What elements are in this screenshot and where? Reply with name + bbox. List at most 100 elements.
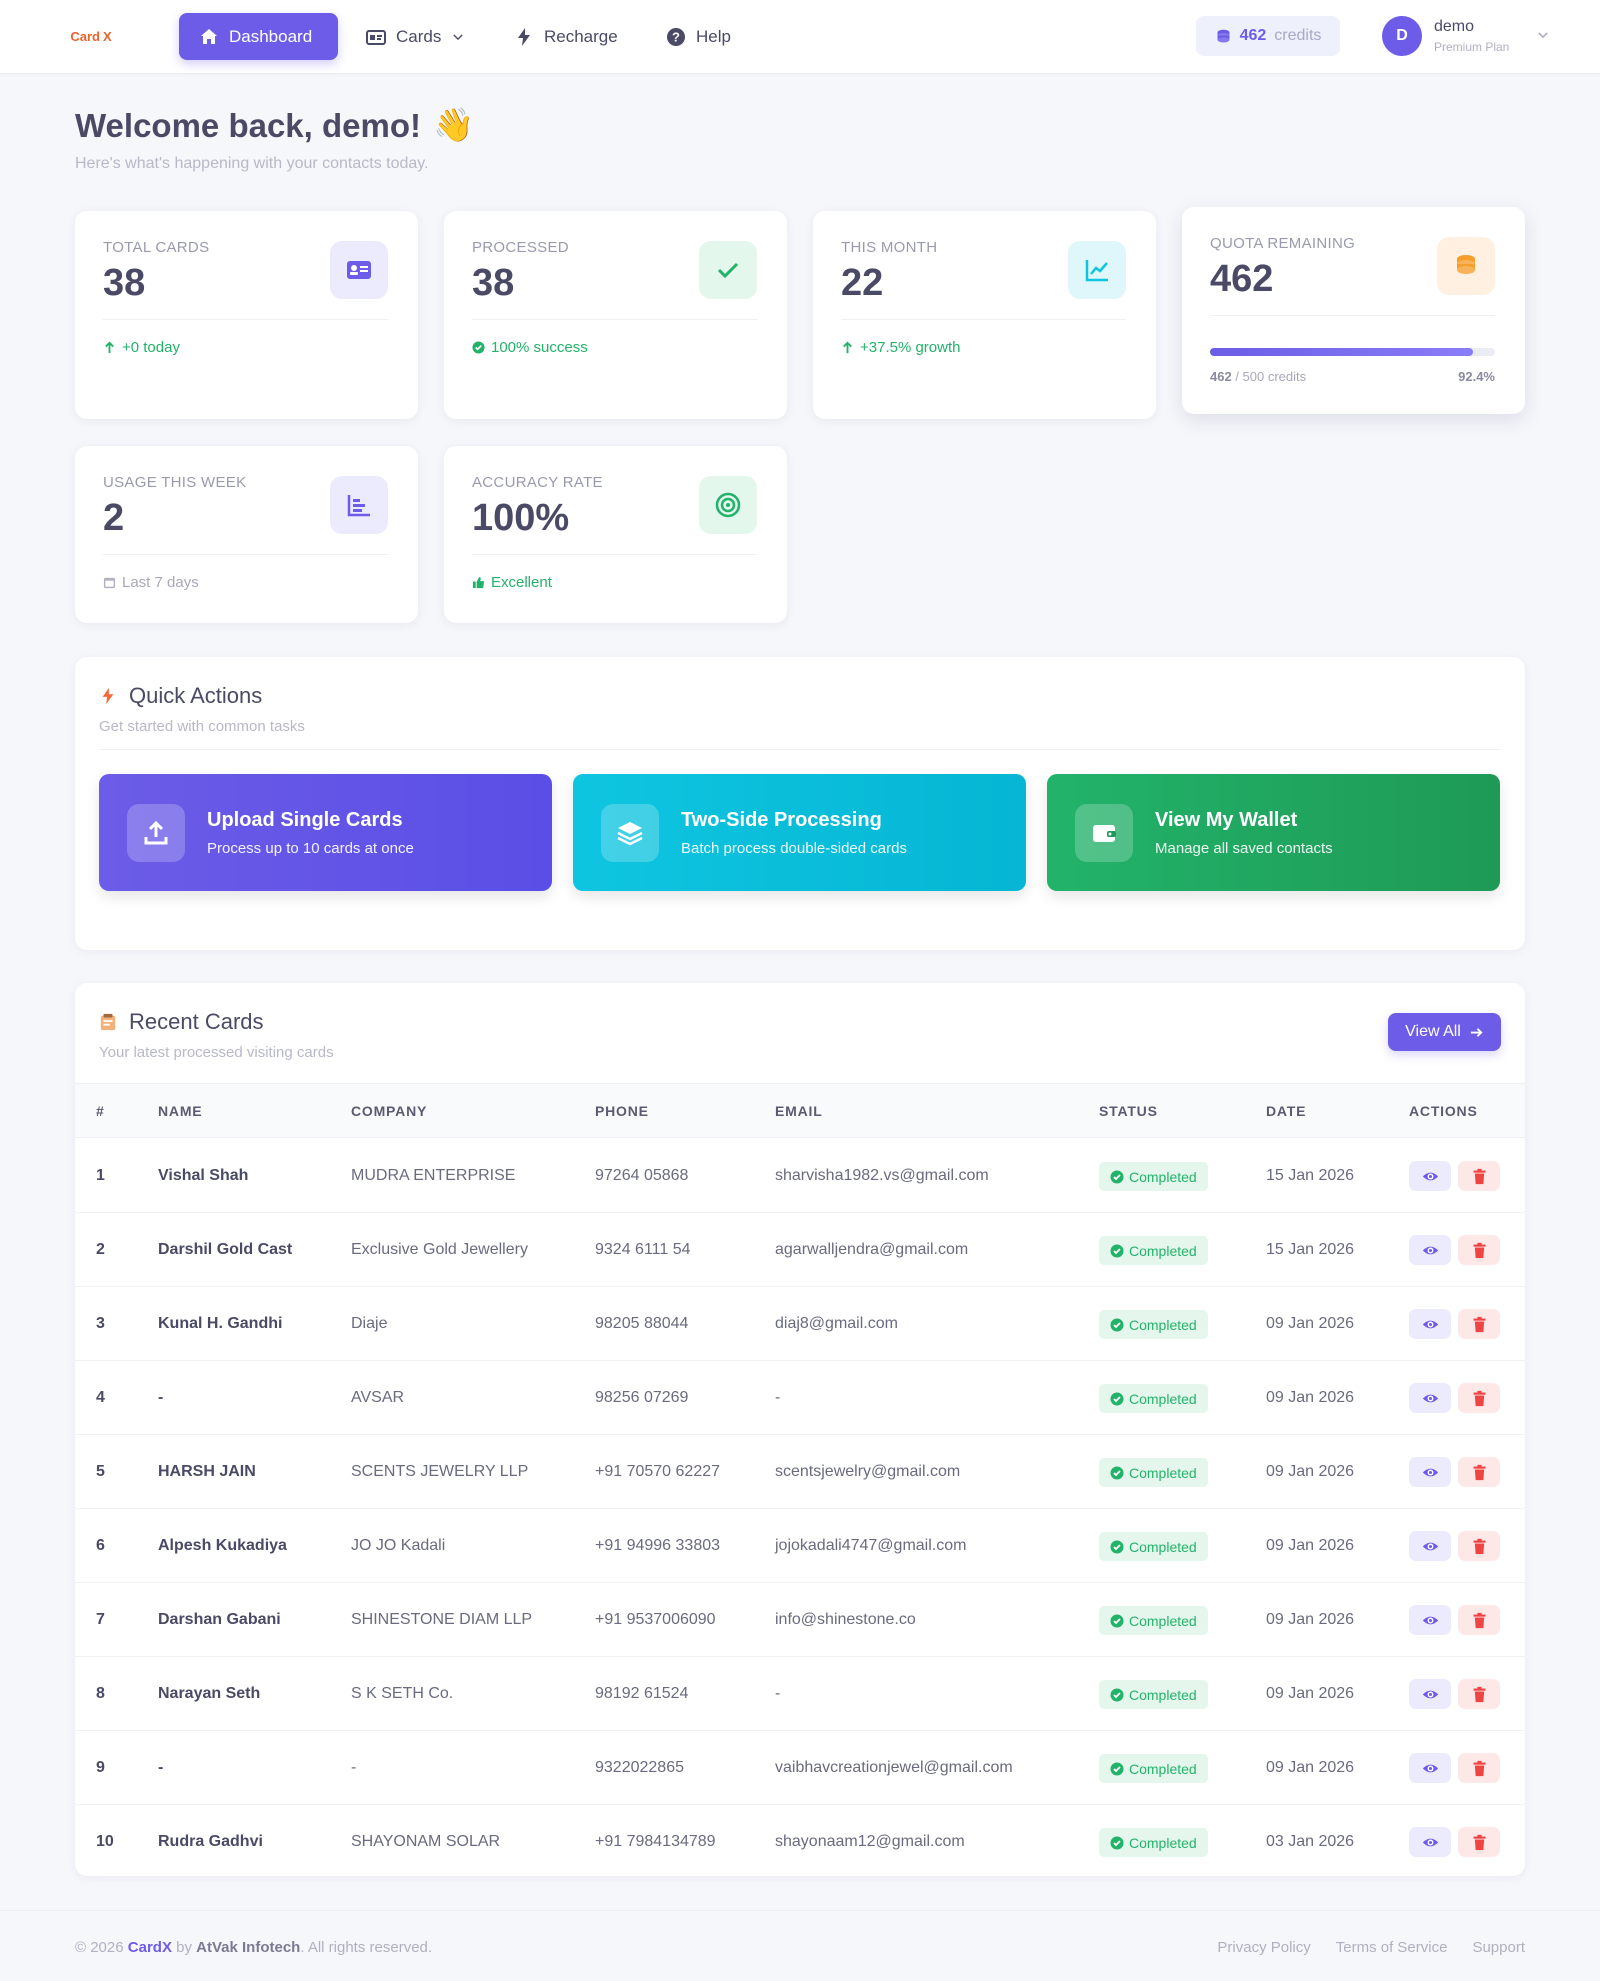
col-header[interactable]: DATE bbox=[1266, 1103, 1307, 1119]
footer-links: Privacy Policy Terms of Service Support bbox=[1217, 1939, 1525, 1956]
table-row[interactable]: 1 Vishal Shah MUDRA ENTERPRISE 97264 05868 s… bbox=[75, 1139, 1525, 1213]
contact-email: info@shinestone.co bbox=[775, 1611, 916, 1628]
table-row[interactable]: 7 Darshan Gabani SHINESTONE DIAM LLP +91 95… bbox=[75, 1583, 1525, 1657]
stat-foot-text: Excellent bbox=[491, 574, 552, 591]
user-name[interactable]: demo bbox=[1434, 18, 1475, 35]
coins-icon bbox=[1217, 29, 1230, 42]
table-row[interactable]: 10 Rudra Gadhvi SHAYONAM SOLAR +91 79841347… bbox=[75, 1805, 1525, 1876]
id-card-icon bbox=[366, 29, 386, 45]
table-row[interactable]: 4 - AVSAR 98256 07269 - 09 Jan 2026 Completed bbox=[75, 1361, 1525, 1435]
contact-company: Exclusive Gold Jewellery bbox=[351, 1241, 528, 1258]
table-row[interactable]: 2 Darshil Gold Cast Exclusive Gold Jewelle… bbox=[75, 1213, 1525, 1287]
divider bbox=[1210, 315, 1495, 316]
status-text: Completed bbox=[1129, 1168, 1197, 1185]
view-button[interactable] bbox=[1409, 1457, 1451, 1487]
view-button[interactable] bbox=[1409, 1235, 1451, 1265]
divider bbox=[472, 554, 757, 555]
nav-cards[interactable]: Cards bbox=[346, 13, 485, 60]
delete-button[interactable] bbox=[1458, 1827, 1500, 1857]
table-row[interactable]: 9 - - 9322022865 vaibhavcreationjewel@gmail.… bbox=[75, 1731, 1525, 1805]
view-button[interactable] bbox=[1409, 1383, 1451, 1413]
delete-button[interactable] bbox=[1458, 1161, 1500, 1191]
contact-email: agarwalljendra@gmail.com bbox=[775, 1241, 969, 1258]
footer-company[interactable]: AtVak Infotech bbox=[196, 1939, 301, 1956]
view-button[interactable] bbox=[1409, 1309, 1451, 1339]
delete-button[interactable] bbox=[1458, 1457, 1500, 1487]
view-button[interactable] bbox=[1409, 1827, 1451, 1857]
check-circle-icon bbox=[1110, 1244, 1124, 1257]
check-double-icon bbox=[699, 241, 757, 299]
wave-emoji: 👋 bbox=[433, 106, 475, 143]
qa-desc: Batch process double-sided cards bbox=[681, 839, 907, 857]
upload-single-cards-button[interactable]: Upload Single Cards Process up to 10 card… bbox=[99, 774, 552, 891]
privacy-policy-link[interactable]: Privacy Policy bbox=[1217, 1939, 1311, 1956]
view-button[interactable] bbox=[1409, 1753, 1451, 1783]
contact-name: Darshil Gold Cast bbox=[158, 1241, 293, 1258]
nav-help[interactable]: ? Help bbox=[646, 13, 751, 60]
contact-date: 09 Jan 2026 bbox=[1266, 1463, 1355, 1480]
help-icon: ? bbox=[667, 27, 685, 46]
stat-foot: +37.5% growth bbox=[841, 339, 960, 356]
col-header[interactable]: STATUS bbox=[1099, 1103, 1158, 1119]
divider bbox=[103, 554, 388, 555]
bar-chart-icon bbox=[330, 476, 388, 534]
thumbs-up-icon bbox=[472, 576, 485, 589]
check-circle-icon bbox=[1110, 1392, 1124, 1405]
chevron-down-icon[interactable] bbox=[1536, 28, 1550, 42]
stat-label: USAGE THIS WEEK bbox=[103, 474, 247, 491]
view-button[interactable] bbox=[1409, 1531, 1451, 1561]
nav-recharge[interactable]: Recharge bbox=[494, 13, 638, 60]
upload-icon bbox=[127, 803, 185, 862]
avatar[interactable]: D bbox=[1382, 16, 1422, 56]
footer-brand[interactable]: CardX bbox=[127, 1939, 172, 1956]
contact-email: scentsjewelry@gmail.com bbox=[775, 1463, 961, 1480]
support-link[interactable]: Support bbox=[1472, 1939, 1525, 1956]
col-header[interactable]: EMAIL bbox=[775, 1103, 823, 1119]
terms-of-service-link[interactable]: Terms of Service bbox=[1335, 1939, 1448, 1956]
delete-button[interactable] bbox=[1458, 1679, 1500, 1709]
trash-icon bbox=[1473, 1538, 1485, 1554]
delete-button[interactable] bbox=[1458, 1383, 1500, 1413]
stat-label: QUOTA REMAINING bbox=[1210, 235, 1356, 252]
stat-value: 38 bbox=[472, 262, 515, 304]
status-badge: Completed bbox=[1099, 1754, 1208, 1783]
col-header[interactable]: PHONE bbox=[595, 1103, 649, 1119]
contact-email: sharvisha1982.vs@gmail.com bbox=[775, 1167, 989, 1184]
view-button[interactable] bbox=[1409, 1605, 1451, 1635]
row-number: 5 bbox=[96, 1463, 105, 1480]
delete-button[interactable] bbox=[1458, 1753, 1500, 1783]
col-header[interactable]: COMPANY bbox=[351, 1103, 428, 1119]
trash-icon bbox=[1473, 1760, 1485, 1776]
two-side-processing-button[interactable]: Two-Side Processing Batch process double-… bbox=[573, 774, 1026, 891]
view-button[interactable] bbox=[1409, 1161, 1451, 1191]
table-row[interactable]: 5 HARSH JAIN SCENTS JEWELRY LLP +91 70570 6… bbox=[75, 1435, 1525, 1509]
stat-value: 38 bbox=[103, 262, 146, 304]
contact-company: AVSAR bbox=[351, 1389, 405, 1406]
check-circle-icon bbox=[1110, 1540, 1124, 1553]
nav-dashboard[interactable]: Dashboard bbox=[179, 13, 338, 60]
quota-progress-fill bbox=[1210, 348, 1474, 356]
delete-button[interactable] bbox=[1458, 1605, 1500, 1635]
home-icon bbox=[201, 28, 217, 44]
status-text: Completed bbox=[1129, 1538, 1197, 1555]
lightning-icon bbox=[518, 27, 530, 46]
stat-card-quota: QUOTA REMAINING 462 462 / 500 credits 92… bbox=[1182, 207, 1525, 414]
table-row[interactable]: 8 Narayan Seth S K SETH Co. 98192 61524 - 09 … bbox=[75, 1657, 1525, 1731]
delete-button[interactable] bbox=[1458, 1309, 1500, 1339]
credits-value: 462 bbox=[1239, 27, 1267, 44]
recent-cards-heading: Recent Cards bbox=[129, 1009, 264, 1034]
stat-foot-text: Last 7 days bbox=[122, 574, 199, 591]
table-row[interactable]: 6 Alpesh Kukadiya JO JO Kadali +91 94996 33… bbox=[75, 1509, 1525, 1583]
qa-title: View My Wallet bbox=[1155, 808, 1298, 831]
view-my-wallet-button[interactable]: View My Wallet Manage all saved contacts bbox=[1047, 774, 1500, 891]
view-button[interactable] bbox=[1409, 1679, 1451, 1709]
cardx-logo[interactable]: Card X bbox=[40, 14, 142, 58]
credits-badge[interactable]: 462 credits bbox=[1196, 16, 1340, 56]
recent-cards-panel: Recent Cards Your latest processed visit… bbox=[75, 983, 1525, 1876]
col-header[interactable]: NAME bbox=[158, 1103, 203, 1119]
delete-button[interactable] bbox=[1458, 1531, 1500, 1561]
table-row[interactable]: 3 Kunal H. Gandhi Diaje 98205 88044 diaj8@gm… bbox=[75, 1287, 1525, 1361]
contact-date: 03 Jan 2026 bbox=[1266, 1833, 1355, 1850]
view-all-button[interactable]: View All bbox=[1388, 1013, 1501, 1051]
delete-button[interactable] bbox=[1458, 1235, 1500, 1265]
